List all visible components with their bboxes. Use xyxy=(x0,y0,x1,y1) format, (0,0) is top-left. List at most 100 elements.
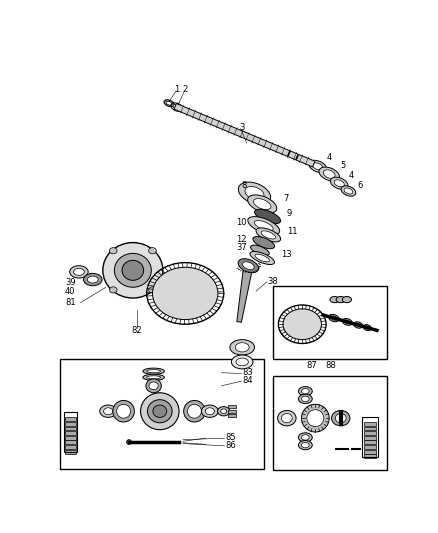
Text: 38: 38 xyxy=(268,277,278,286)
Ellipse shape xyxy=(117,405,131,418)
Ellipse shape xyxy=(343,318,352,325)
Text: 86: 86 xyxy=(225,441,236,450)
Text: 87: 87 xyxy=(306,360,317,369)
Ellipse shape xyxy=(248,216,280,235)
Text: 82: 82 xyxy=(131,326,142,335)
Text: 12: 12 xyxy=(237,235,247,244)
Ellipse shape xyxy=(238,182,271,205)
Ellipse shape xyxy=(205,408,215,415)
Ellipse shape xyxy=(363,325,371,330)
Ellipse shape xyxy=(254,221,273,231)
Text: 83: 83 xyxy=(242,368,253,377)
Bar xyxy=(65,436,76,440)
Ellipse shape xyxy=(301,396,309,401)
Ellipse shape xyxy=(298,394,312,403)
Text: 4: 4 xyxy=(349,171,354,180)
Ellipse shape xyxy=(345,320,350,324)
Text: 11: 11 xyxy=(287,227,297,236)
Ellipse shape xyxy=(332,410,350,426)
Ellipse shape xyxy=(330,177,348,189)
Ellipse shape xyxy=(250,252,275,264)
Bar xyxy=(60,359,264,469)
Text: 4: 4 xyxy=(327,154,332,163)
Ellipse shape xyxy=(100,405,117,417)
Ellipse shape xyxy=(148,248,156,254)
Ellipse shape xyxy=(298,440,312,450)
Text: 9: 9 xyxy=(287,209,292,218)
Ellipse shape xyxy=(344,188,353,194)
Bar xyxy=(364,422,376,426)
Ellipse shape xyxy=(261,231,276,239)
Text: 39: 39 xyxy=(65,278,76,287)
Bar xyxy=(364,440,376,445)
Ellipse shape xyxy=(184,400,205,422)
Ellipse shape xyxy=(254,209,281,224)
Text: 5: 5 xyxy=(341,161,346,170)
Bar xyxy=(65,440,76,445)
Ellipse shape xyxy=(336,414,346,423)
Ellipse shape xyxy=(247,195,277,213)
Ellipse shape xyxy=(143,374,164,381)
Ellipse shape xyxy=(255,254,269,262)
Ellipse shape xyxy=(301,405,329,432)
Text: 6: 6 xyxy=(358,181,363,190)
Ellipse shape xyxy=(298,433,312,442)
Ellipse shape xyxy=(147,376,161,379)
Ellipse shape xyxy=(148,287,156,293)
Ellipse shape xyxy=(164,100,174,107)
Text: 81: 81 xyxy=(65,298,76,307)
Ellipse shape xyxy=(103,243,163,298)
Text: 84: 84 xyxy=(242,376,253,385)
Bar xyxy=(65,417,76,421)
Polygon shape xyxy=(174,103,315,167)
Ellipse shape xyxy=(307,410,324,426)
Ellipse shape xyxy=(110,248,117,254)
Ellipse shape xyxy=(187,405,201,418)
Ellipse shape xyxy=(330,296,339,303)
Bar xyxy=(364,454,376,458)
Bar xyxy=(364,431,376,435)
Bar xyxy=(228,410,236,413)
Ellipse shape xyxy=(245,187,264,200)
Text: 37: 37 xyxy=(236,243,247,252)
Text: 7: 7 xyxy=(283,194,288,203)
Text: 40: 40 xyxy=(65,287,76,296)
Ellipse shape xyxy=(328,314,339,322)
Ellipse shape xyxy=(313,163,323,170)
Ellipse shape xyxy=(152,267,218,320)
Ellipse shape xyxy=(147,370,161,373)
Bar xyxy=(65,426,76,431)
Ellipse shape xyxy=(301,435,309,440)
Bar xyxy=(65,450,76,454)
Text: 10: 10 xyxy=(237,218,247,227)
Ellipse shape xyxy=(201,405,218,417)
Ellipse shape xyxy=(231,355,253,369)
Text: 8: 8 xyxy=(241,181,247,190)
Bar xyxy=(364,450,376,454)
Ellipse shape xyxy=(230,340,254,355)
Text: 3: 3 xyxy=(239,123,244,132)
Ellipse shape xyxy=(341,186,356,196)
Ellipse shape xyxy=(253,237,275,249)
Text: 2: 2 xyxy=(182,85,187,94)
Bar xyxy=(65,431,76,435)
Text: 88: 88 xyxy=(325,360,336,369)
Ellipse shape xyxy=(113,400,134,422)
Ellipse shape xyxy=(236,358,248,366)
Ellipse shape xyxy=(114,253,151,287)
Ellipse shape xyxy=(353,322,363,328)
Ellipse shape xyxy=(342,296,352,303)
Bar xyxy=(228,414,236,417)
Text: 13: 13 xyxy=(281,251,291,260)
Ellipse shape xyxy=(282,414,292,423)
Bar xyxy=(364,426,376,431)
Ellipse shape xyxy=(334,180,344,187)
Ellipse shape xyxy=(166,101,172,105)
Ellipse shape xyxy=(243,262,254,270)
Ellipse shape xyxy=(110,287,117,293)
Polygon shape xyxy=(237,265,253,322)
Ellipse shape xyxy=(143,368,164,374)
Bar xyxy=(64,412,78,452)
Ellipse shape xyxy=(149,382,158,390)
Ellipse shape xyxy=(298,386,312,396)
